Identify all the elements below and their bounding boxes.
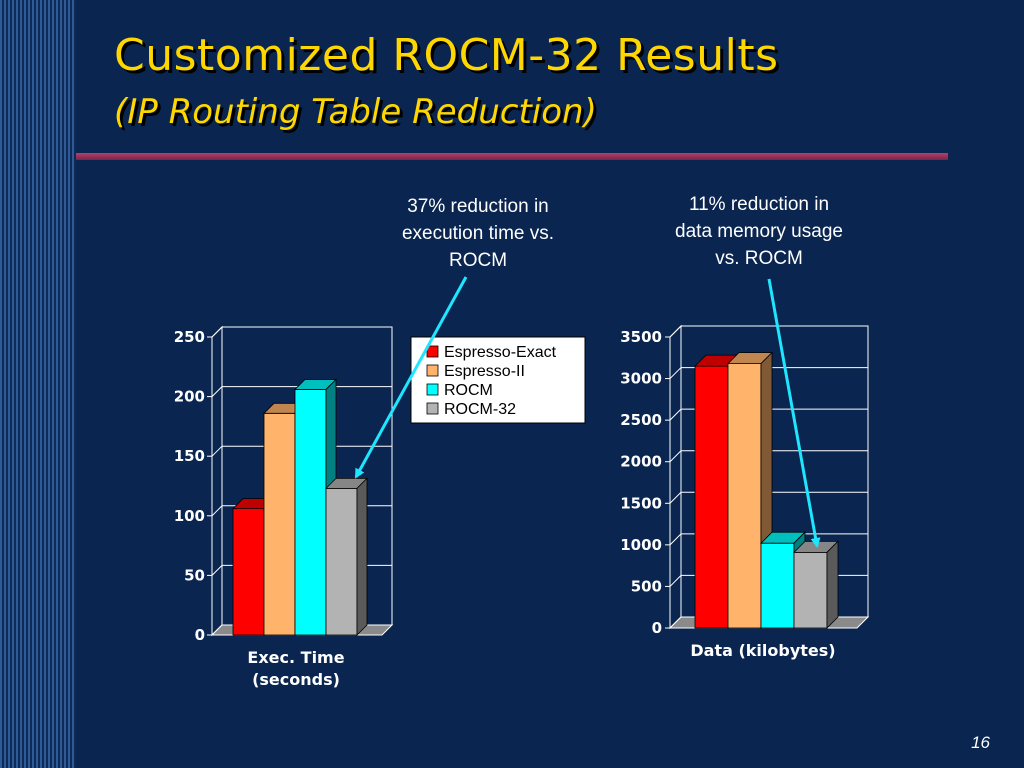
y-tick-label: 3500 [620, 328, 662, 346]
gridline [669, 408, 868, 421]
slide-title: Customized ROCM-32 Results [114, 30, 779, 81]
y-tick-label: 50 [184, 566, 205, 584]
y-tick-label: 200 [174, 388, 205, 406]
legend-box [410, 336, 586, 424]
legend-label: ROCM [444, 382, 493, 399]
bar-front [727, 363, 762, 629]
bar [793, 540, 839, 629]
gridline [669, 325, 868, 338]
y-tick-label: 1000 [620, 536, 662, 554]
legend-swatch [426, 383, 439, 396]
legend-swatch [426, 402, 439, 415]
bar-front [232, 508, 265, 636]
y-tick-label: 150 [174, 447, 205, 465]
category-label: Data (kilobytes) [690, 641, 835, 660]
gridline [669, 367, 868, 379]
plot-side-wall [669, 324, 682, 630]
gridline [211, 326, 392, 338]
chart-2: 0 500 1000 1500 2000 2500 3000 3500 Data (kiloby… [620, 324, 870, 660]
bar-front [263, 412, 296, 636]
title-divider [76, 153, 948, 160]
gridline [669, 491, 868, 504]
legend-label: ROCM-32 [444, 401, 516, 418]
y-tick-label: 2000 [620, 453, 662, 471]
bar-side [356, 477, 368, 636]
callout-exec-time: 37% reduction in execution time vs. ROCM [401, 196, 555, 271]
callout-arrow-2 [767, 278, 821, 548]
gridline [669, 450, 868, 463]
y-tick-label: 3000 [620, 370, 662, 388]
slide-subtitle: (IP Routing Table Reduction) [114, 92, 597, 132]
legend-swatch [426, 364, 439, 377]
y-tick-label: 250 [174, 328, 205, 346]
plot-side-wall [211, 325, 223, 637]
bar-front [760, 542, 795, 629]
legend-label: Espresso-II [444, 363, 525, 380]
legend: Espresso-Exact Espresso-II ROCM ROCM-32 [410, 336, 586, 424]
bar-front [694, 365, 729, 629]
callout-data-memory: 11% reduction in data memory usage vs. R… [675, 194, 843, 269]
y-tick-label: 100 [174, 507, 205, 525]
category-label: Exec. Time [247, 648, 344, 667]
bar [325, 477, 368, 636]
y-tick-label: 1500 [620, 494, 662, 512]
y-tick-label: 0 [195, 626, 205, 644]
y-tick-label: 0 [652, 619, 662, 637]
legend-label: Espresso-Exact [444, 344, 557, 361]
callout-arrow-1 [354, 276, 468, 479]
category-label: (seconds) [252, 670, 340, 689]
bar-front [325, 487, 358, 636]
legend-swatch [426, 345, 439, 358]
page-number: 16 [971, 733, 990, 752]
bar-front [793, 551, 828, 629]
gridline [669, 533, 868, 546]
left-stripe-decoration [0, 0, 76, 768]
bar-side [826, 540, 839, 629]
chart-1: 0 50 100 150 200 250 Exec. Time (seconds) Espres… [174, 325, 586, 689]
y-tick-label: 2500 [620, 411, 662, 429]
y-tick-label: 500 [631, 577, 662, 595]
bar-front [294, 389, 327, 636]
